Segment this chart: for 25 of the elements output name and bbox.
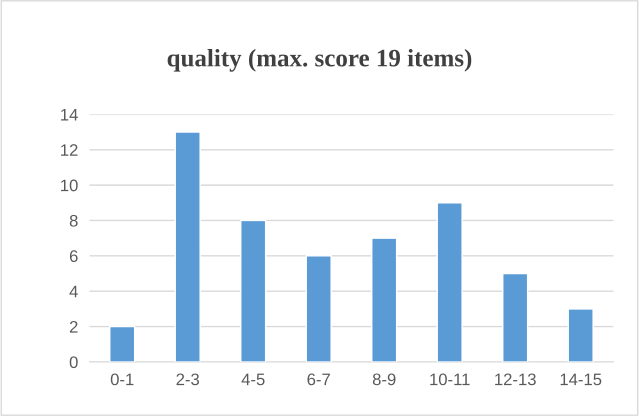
bar (306, 255, 332, 362)
x-tick-label: 10-11 (430, 373, 470, 386)
chart-title: quality (max. score 19 items) (168, 48, 472, 72)
bar (240, 220, 266, 362)
x-tick-label: 8-9 (372, 373, 396, 386)
x-tick-label: 0-1 (110, 373, 134, 386)
bar (436, 202, 463, 362)
x-tick-label: 2-3 (176, 373, 200, 386)
y-tick-label: 10 (61, 180, 78, 192)
bar (109, 326, 136, 362)
x-tick-label: 4-5 (242, 374, 265, 386)
x-tick-label: 12-13 (495, 373, 536, 386)
bar (502, 272, 528, 362)
y-tick-label: 2 (70, 320, 78, 333)
y-tick-label: 8 (70, 214, 78, 227)
y-tick-label: 14 (61, 108, 78, 120)
y-tick-label: 0 (70, 356, 78, 368)
bar (568, 308, 594, 362)
x-tick-label: 14-15 (560, 374, 602, 386)
y-tick-label: 6 (70, 250, 78, 262)
y-tick-label: 4 (69, 286, 78, 298)
bar (174, 131, 201, 362)
y-tick-label: 12 (61, 144, 78, 156)
bar (371, 237, 398, 362)
x-tick-label: 6-7 (308, 373, 330, 386)
